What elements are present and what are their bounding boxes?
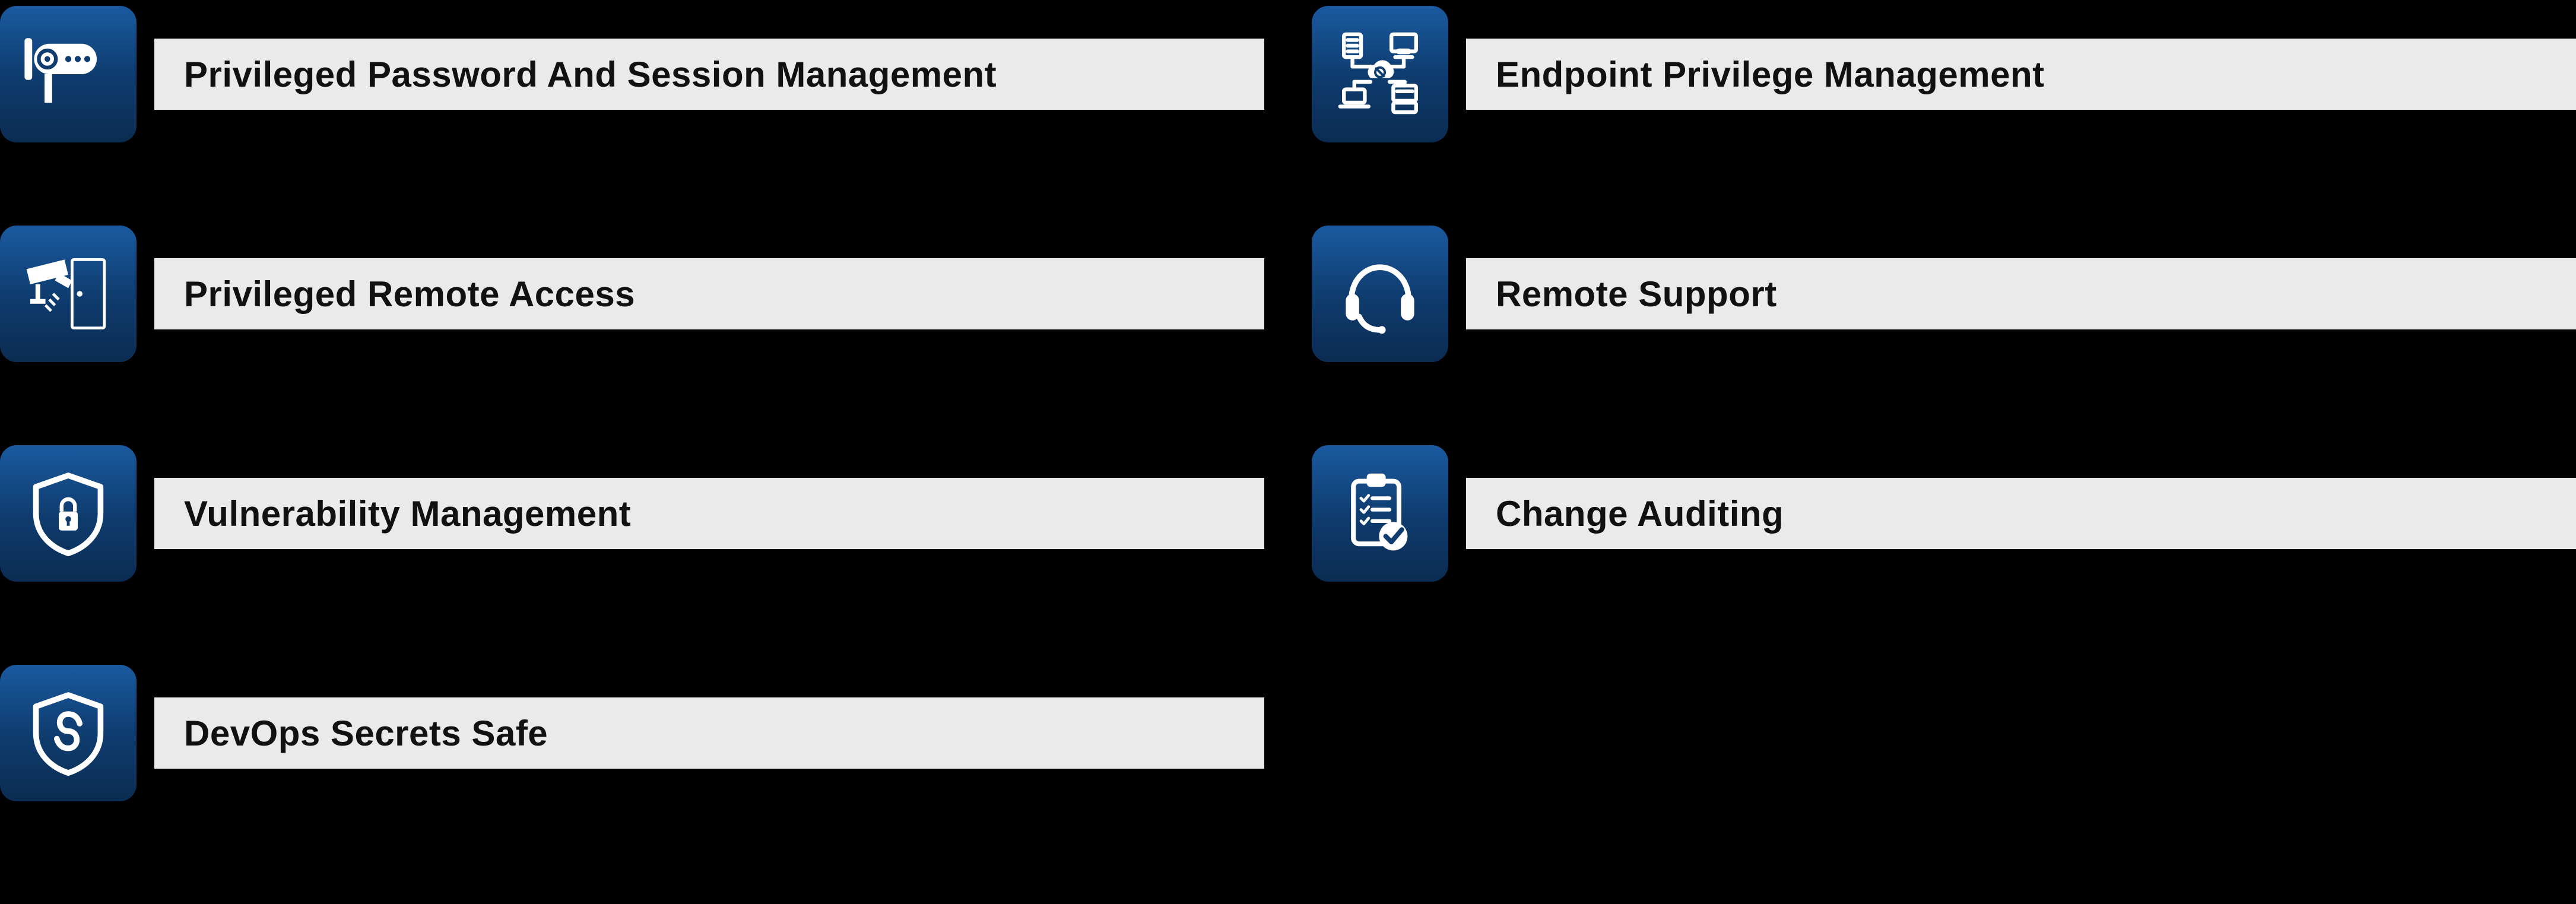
tile-change-auditing[interactable]: Change Auditing	[1312, 445, 2576, 582]
tile-endpoint-privilege-management[interactable]: Endpoint Privilege Management	[1312, 6, 2576, 142]
tile-remote-support[interactable]: Remote Support	[1312, 226, 2576, 362]
tile-devops-secrets-safe[interactable]: DevOps Secrets Safe	[0, 665, 1264, 801]
tile-label-bar: Endpoint Privilege Management	[1466, 39, 2576, 110]
tile-label: Endpoint Privilege Management	[1496, 54, 2045, 95]
headset-icon	[1312, 226, 1448, 362]
tile-label-bar: Vulnerability Management	[154, 478, 1264, 549]
tile-vulnerability-management[interactable]: Vulnerability Management	[0, 445, 1264, 582]
product-grid: Privileged Password And Session Manageme…	[0, 0, 2576, 807]
tile-label: DevOps Secrets Safe	[184, 713, 548, 754]
tile-privileged-password-session-management[interactable]: Privileged Password And Session Manageme…	[0, 6, 1264, 142]
tile-privileged-remote-access[interactable]: Privileged Remote Access	[0, 226, 1264, 362]
shield-secret-icon	[0, 665, 137, 801]
clipboard-check-icon	[1312, 445, 1448, 582]
cctv-door-icon	[0, 226, 137, 362]
tile-label-bar: Privileged Password And Session Manageme…	[154, 39, 1264, 110]
tile-label: Change Auditing	[1496, 493, 1784, 534]
tile-label: Privileged Password And Session Manageme…	[184, 54, 997, 95]
network-endpoints-icon	[1312, 6, 1448, 142]
tile-label-bar: Remote Support	[1466, 258, 2576, 329]
tile-label-bar: DevOps Secrets Safe	[154, 697, 1264, 769]
tile-label: Vulnerability Management	[184, 493, 631, 534]
camera-key-icon	[0, 6, 137, 142]
tile-label: Remote Support	[1496, 274, 1777, 315]
tile-label: Privileged Remote Access	[184, 274, 635, 315]
tile-label-bar: Change Auditing	[1466, 478, 2576, 549]
tile-label-bar: Privileged Remote Access	[154, 258, 1264, 329]
shield-lock-icon	[0, 445, 137, 582]
